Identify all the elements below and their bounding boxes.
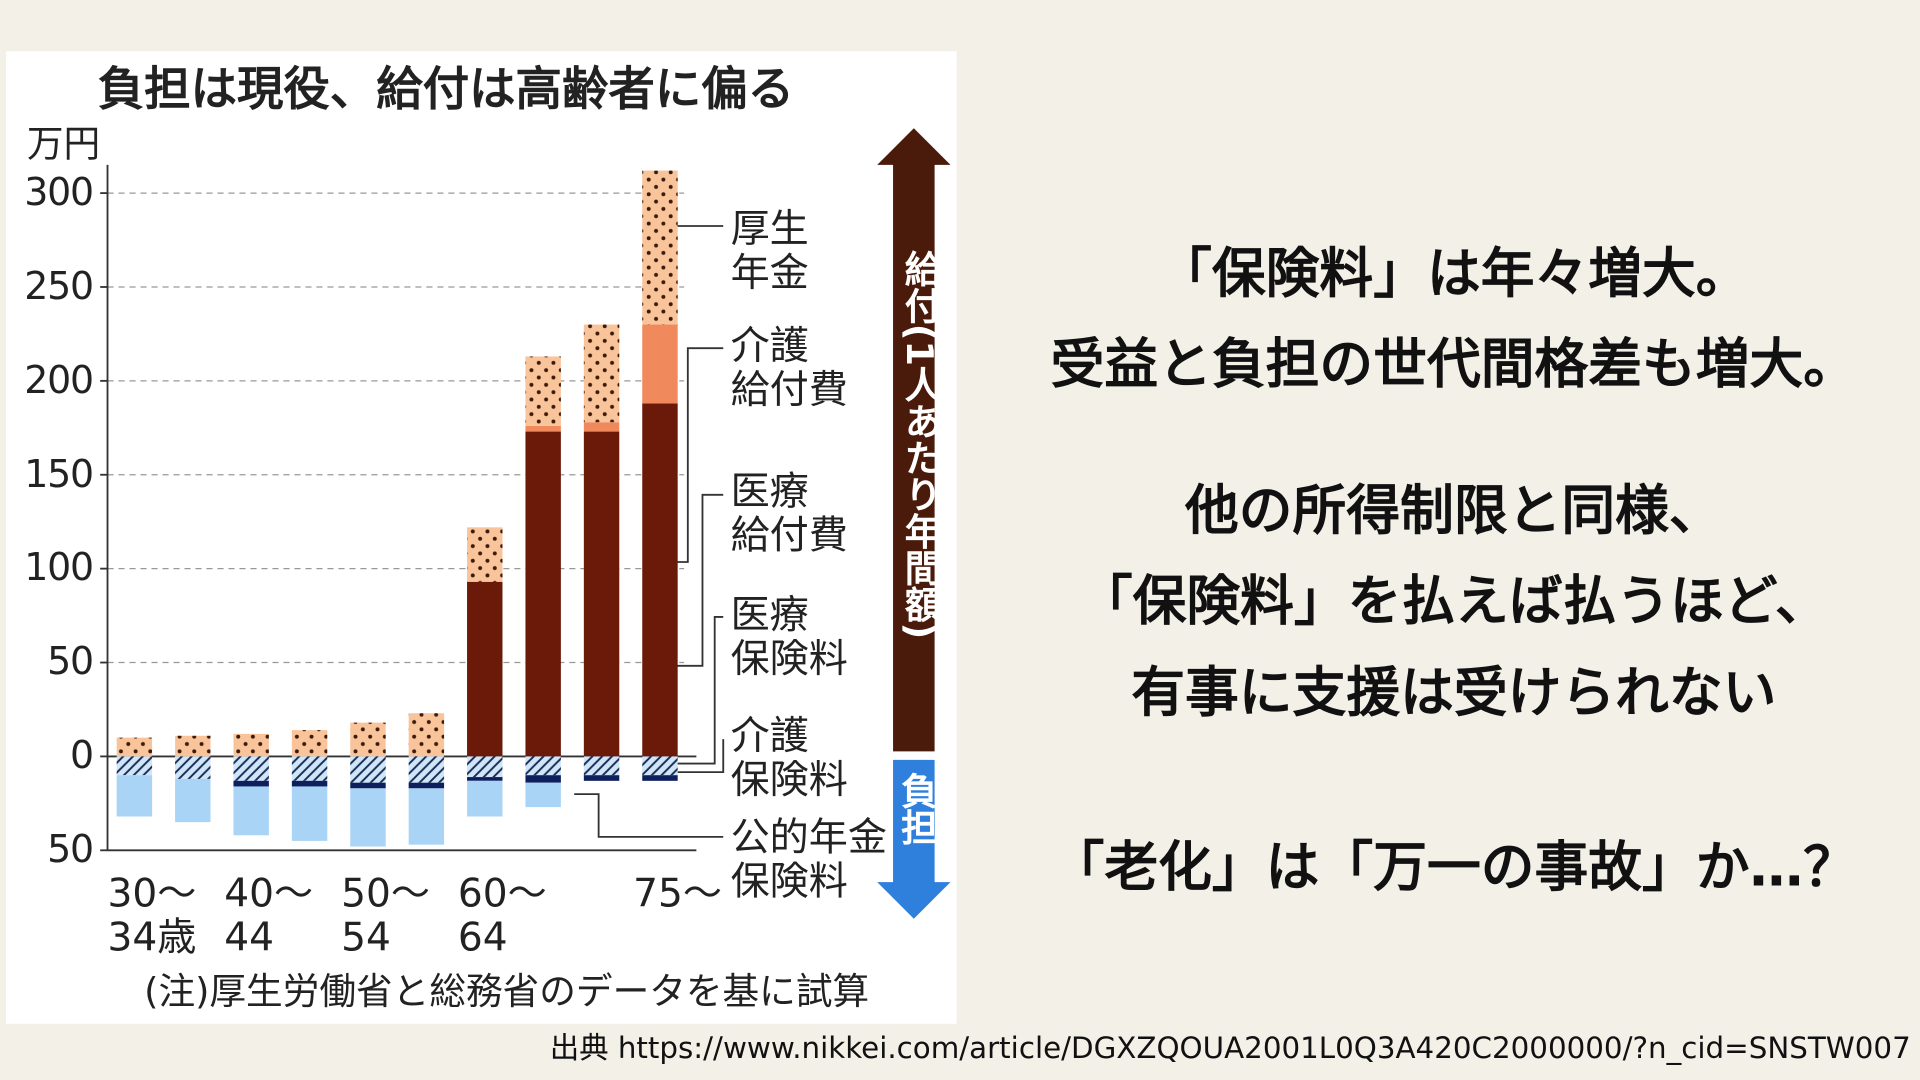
y-tick-label: 0 — [69, 733, 94, 778]
bar-segment — [233, 733, 269, 757]
bar-segment — [525, 425, 561, 432]
y-tick-label: 100 — [24, 546, 94, 591]
slide-text: 「保険料」は年々増大。 — [1158, 243, 1750, 306]
bar-segment — [642, 403, 678, 757]
slide-text: 有事に支援は受けられない — [1131, 662, 1777, 725]
bar-segment — [175, 778, 211, 823]
bar-segment — [467, 777, 503, 781]
y-tick-label: 200 — [24, 358, 94, 403]
bar-segment — [467, 756, 503, 778]
legend-label: 介護 給付費 — [730, 322, 848, 413]
bar-segment — [583, 324, 620, 423]
bar-segment — [467, 581, 503, 757]
bar-segment — [642, 756, 678, 776]
bar-segment — [175, 735, 211, 757]
bar-segment — [525, 356, 561, 426]
bar-segment — [350, 782, 386, 789]
y-tick-label: 250 — [24, 264, 94, 309]
bar-segment — [233, 756, 269, 781]
bar-segment — [408, 788, 445, 845]
y-unit: 万円 — [26, 123, 101, 167]
legend-label: 医療 保険料 — [730, 591, 848, 682]
bar-segment — [408, 782, 445, 789]
bar-segment — [525, 775, 561, 783]
burden-arrow — [877, 759, 951, 919]
burden-label: 負担 — [893, 772, 937, 846]
bar-segment — [350, 722, 386, 757]
bar-segment — [583, 431, 620, 757]
bar-segment — [408, 756, 445, 783]
bar-segment — [116, 756, 153, 776]
x-tick-label: 50〜 54 — [341, 869, 430, 961]
y-tick-label: 150 — [24, 452, 94, 497]
bar-segment — [291, 756, 328, 781]
bar-segment — [291, 780, 328, 787]
x-tick-label: 60〜 64 — [457, 869, 547, 961]
bar-segment — [642, 170, 678, 325]
benefit-arrow — [877, 128, 951, 752]
bar-segment — [350, 788, 386, 847]
y-tick-label: 50 — [47, 827, 94, 872]
source: 出典 https://www.nikkei.com/article/DGXZQO… — [549, 1031, 1911, 1066]
bar-segment — [233, 780, 269, 787]
slide-text: 受益と負担の世代間格差も増大。 — [1050, 333, 1857, 396]
bar-segment — [642, 775, 678, 781]
bar-segment — [583, 775, 620, 781]
bar-segment — [583, 756, 620, 776]
y-tick-label: 300 — [24, 170, 94, 215]
slide-text: 「保険料」を払えば払うほど、 — [1078, 570, 1829, 633]
chart-title: 負担は現役、給付は高齢者に偏る — [97, 62, 795, 117]
chart-note: (注)厚生労働省と総務省のデータを基に試算 — [144, 971, 870, 1015]
bar-segment — [291, 786, 328, 841]
leader-lines — [574, 225, 725, 838]
bar-segment — [467, 527, 503, 582]
benefit-label: 給付(1人あたり年間額) — [897, 250, 941, 640]
bar-segment — [467, 780, 503, 817]
bar-segment — [233, 786, 269, 836]
bar-segment — [525, 756, 561, 776]
bar-segment — [175, 756, 211, 779]
bar-segment — [291, 730, 328, 757]
bar-segment — [642, 324, 678, 404]
legend-label: 厚生 年金 — [730, 205, 809, 296]
bar-segment — [583, 422, 620, 432]
bar-segment — [525, 431, 561, 757]
x-tick-label: 40〜 44 — [224, 869, 314, 961]
bar-segment — [525, 782, 561, 808]
x-tick-label: 75〜 — [633, 869, 722, 917]
bar-segment — [116, 737, 153, 757]
legend-label: 公的年金 保険料 — [730, 813, 887, 904]
bar-segment — [116, 775, 153, 817]
bar-segment — [350, 756, 386, 783]
legend-label: 介護 保険料 — [730, 712, 848, 803]
slide-text: 「老化」は「万一の事故」か…？ — [1050, 836, 1857, 900]
legend-label: 医療 給付費 — [730, 467, 848, 559]
bar-segment — [408, 713, 445, 757]
y-tick-label: 50 — [47, 640, 94, 685]
x-tick-label: 30〜 34歳 — [107, 869, 197, 961]
slide-text: 他の所得制限と同様、 — [1185, 480, 1723, 543]
